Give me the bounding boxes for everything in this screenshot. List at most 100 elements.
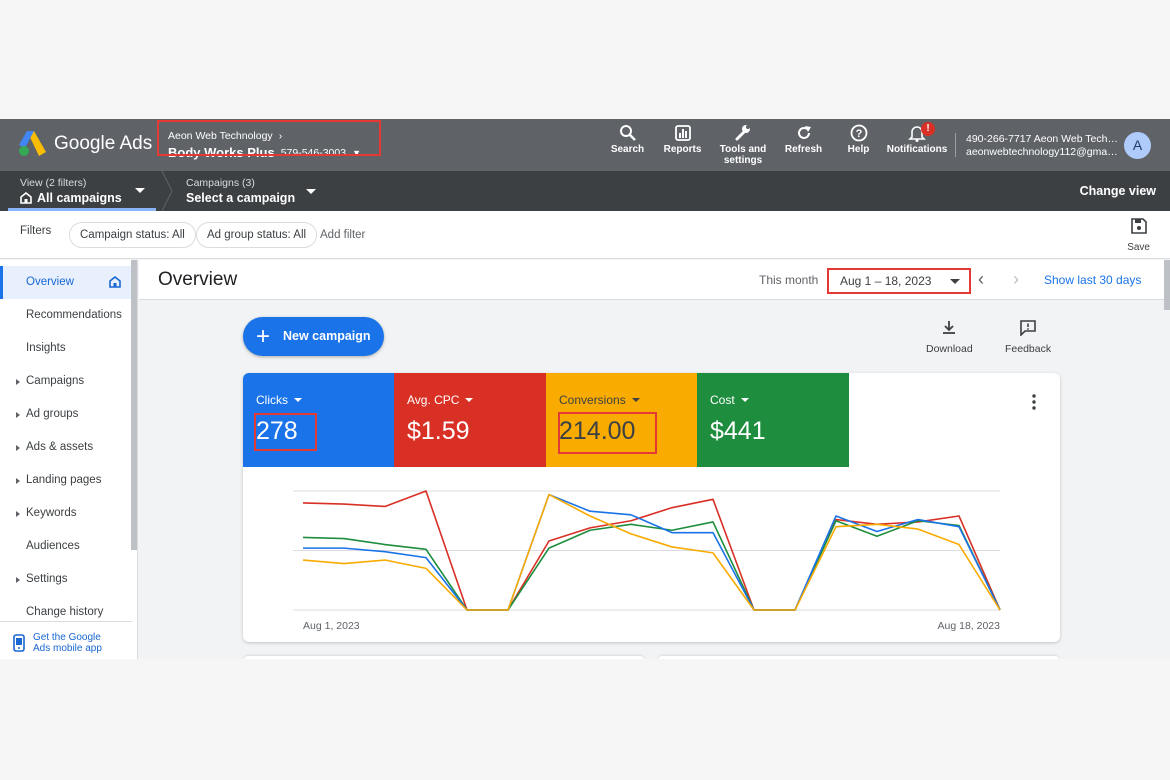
sidebar-item-overview[interactable]: Overview xyxy=(0,266,137,299)
download-button[interactable]: Download xyxy=(926,319,973,355)
chevron-right-icon: › xyxy=(278,130,283,142)
toolbar-search[interactable]: Search xyxy=(600,124,655,166)
plus-icon: + xyxy=(256,323,271,350)
feedback-icon xyxy=(1020,320,1036,337)
date-range-picker[interactable]: Aug 1 – 18, 2023 xyxy=(827,268,971,294)
metric-value: 278 xyxy=(256,417,298,445)
sidebar-item-label: Keywords xyxy=(26,507,77,519)
filter-chip-ad-group-status[interactable]: Ad group status: All xyxy=(196,222,318,248)
show-last-30-days-link[interactable]: Show last 30 days xyxy=(1044,273,1142,287)
caret-down-icon: ▼ xyxy=(352,147,361,158)
main-scrollbar[interactable] xyxy=(1164,260,1170,310)
sidebar-scrollbar[interactable] xyxy=(131,260,137,550)
campaigns-value: Select a campaign xyxy=(186,191,296,205)
caret-down-icon xyxy=(950,279,960,284)
overview-header: Overview This month Aug 1 – 18, 2023 ‹ ›… xyxy=(139,260,1170,300)
sidebar-item-audiences[interactable]: Audiences xyxy=(0,530,137,563)
svg-text:?: ? xyxy=(855,128,862,140)
sidebar-item-label: Ads & assets xyxy=(26,441,94,453)
metric-conversions[interactable]: Conversions 214.00 xyxy=(546,373,698,467)
wrench-icon xyxy=(735,125,750,141)
expand-arrow-icon xyxy=(16,577,20,583)
bell-icon xyxy=(908,126,926,142)
view-bar: View (2 filters) All campaigns Campaigns… xyxy=(0,171,1170,211)
user-account-line: 490-266-7717 Aeon Web Tech… xyxy=(966,133,1118,145)
help-icon: ? xyxy=(850,124,867,142)
toolbar-tools-settings[interactable]: Tools and settings xyxy=(710,124,776,166)
toolbar-label: Reports xyxy=(663,144,702,155)
divider xyxy=(955,133,956,157)
sidebar-item-label: Ad groups xyxy=(26,408,79,420)
sidebar-item-campaigns[interactable]: Campaigns xyxy=(0,365,137,398)
mobile-app-link[interactable]: Get the Google Ads mobile app xyxy=(0,621,132,659)
page-title: Overview xyxy=(158,269,238,290)
previous-period-button[interactable]: ‹ xyxy=(978,269,984,289)
feedback-button[interactable]: Feedback xyxy=(1005,319,1051,355)
account-switcher[interactable]: Aeon Web Technology › Body Works Plus 579-… xyxy=(168,130,361,160)
metric-clicks[interactable]: Clicks 278 xyxy=(243,373,395,467)
sidebar-item-ads-assets[interactable]: Ads & assets xyxy=(0,431,137,464)
more-options-icon[interactable] xyxy=(1032,394,1036,410)
save-button[interactable]: Save xyxy=(1127,217,1150,253)
filter-chip-campaign-status[interactable]: Campaign status: All xyxy=(69,222,196,248)
view-value: All campaigns xyxy=(37,191,122,205)
sidebar-item-insights[interactable]: Insights xyxy=(0,332,137,365)
parent-account-name: Aeon Web Technology xyxy=(168,130,273,142)
mobile-app-line: Get the Google xyxy=(33,632,101,643)
avatar[interactable]: A xyxy=(1124,132,1151,159)
view-selector[interactable]: View (2 filters) All campaigns xyxy=(8,171,156,211)
campaign-selector[interactable]: Campaigns (3) Select a campaign xyxy=(186,177,316,205)
expand-arrow-icon xyxy=(16,379,20,385)
change-view-button[interactable]: Change view xyxy=(1079,184,1156,198)
toolbar-help[interactable]: ? Help xyxy=(831,124,886,166)
toolbar-reports[interactable]: Reports xyxy=(655,124,710,166)
caret-down-icon xyxy=(135,188,145,193)
sidebar-item-landing-pages[interactable]: Landing pages xyxy=(0,464,137,497)
performance-line-chart: Aug 1, 2023 Aug 18, 2023 xyxy=(293,490,1001,632)
download-label: Download xyxy=(926,343,973,355)
add-filter-button[interactable]: Add filter xyxy=(320,229,366,241)
expand-arrow-icon xyxy=(16,478,20,484)
sidebar-item-keywords[interactable]: Keywords xyxy=(0,497,137,530)
toolbar-refresh[interactable]: Refresh xyxy=(776,124,831,166)
google-ads-logo[interactable]: Google Ads xyxy=(18,131,152,156)
breadcrumb-separator-icon xyxy=(161,171,173,211)
google-ads-logo-icon xyxy=(19,131,46,156)
sidebar-item-label: Overview xyxy=(26,276,74,288)
chart-series-line-0[interactable] xyxy=(302,490,1001,611)
sidebar-item-recommendations[interactable]: Recommendations xyxy=(0,299,137,332)
chart-x-tick-label: Aug 1, 2023 xyxy=(303,620,360,632)
highlight-box-account xyxy=(157,120,381,156)
sidebar-item-settings[interactable]: Settings xyxy=(0,563,137,596)
caret-down-icon xyxy=(306,189,316,194)
metric-name: Conversions xyxy=(559,393,626,407)
toolbar: Search Reports Tools and settings Refres… xyxy=(600,122,948,166)
sidebar-item-change-history[interactable]: Change history xyxy=(0,596,137,629)
top-bar: Google Ads Aeon Web Technology › Body Wor… xyxy=(0,119,1170,171)
metric-cost[interactable]: Cost $441 xyxy=(697,373,849,467)
chart-series-line-3[interactable] xyxy=(302,493,1001,611)
metric-value: $1.59 xyxy=(407,417,470,445)
sidebar-item-ad-groups[interactable]: Ad groups xyxy=(0,398,137,431)
metric-name: Cost xyxy=(710,393,735,407)
new-campaign-button[interactable]: + New campaign xyxy=(243,317,384,356)
next-period-button[interactable]: › xyxy=(1013,269,1019,289)
search-icon xyxy=(619,125,636,141)
sidebar-item-label: Audiences xyxy=(26,540,80,552)
account-name: Body Works Plus xyxy=(168,145,275,160)
mobile-app-line: Ads mobile app xyxy=(33,643,102,654)
metric-avg-cpc[interactable]: Avg. CPC $1.59 xyxy=(394,373,546,467)
toolbar-label: Help xyxy=(847,144,870,155)
toolbar-notifications[interactable]: ! Notifications xyxy=(886,122,948,166)
chart-series-line-2[interactable] xyxy=(303,493,1001,611)
summary-card-left xyxy=(244,656,644,659)
save-icon xyxy=(1130,218,1147,234)
chart-x-tick-label: Aug 18, 2023 xyxy=(938,620,1001,632)
building-icon xyxy=(20,192,32,204)
expand-arrow-icon xyxy=(16,412,20,418)
sidebar-item-label: Landing pages xyxy=(26,474,102,486)
caret-down-icon xyxy=(631,398,640,402)
sidebar-item-label: Campaigns xyxy=(26,375,85,387)
chart-series-line-1[interactable] xyxy=(302,519,1001,611)
user-info[interactable]: 490-266-7717 Aeon Web Tech… aeonwebtechn… xyxy=(966,133,1118,159)
